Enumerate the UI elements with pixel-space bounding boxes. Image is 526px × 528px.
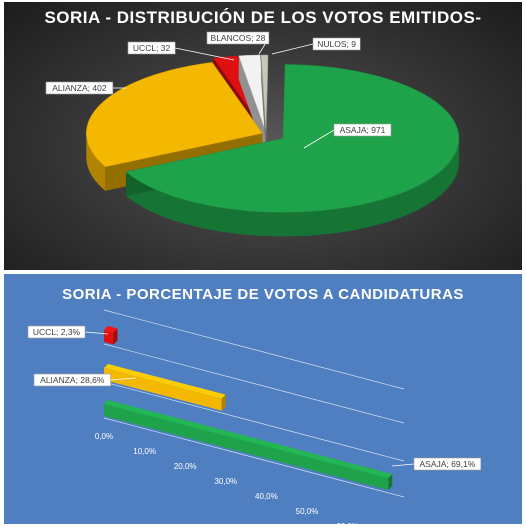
pie-data-label-blancos: BLANCOS; 28: [206, 31, 270, 45]
pie-data-label-asaja: ASAJA; 971: [333, 123, 392, 137]
bar-leader-line: [391, 463, 415, 467]
svg-text:ALIANZA; 402: ALIANZA; 402: [52, 83, 107, 93]
pie-slice-asaja: [125, 64, 460, 237]
x-tick-label: 0,0%: [95, 432, 113, 441]
bar-uccl: [104, 326, 118, 345]
pie-data-label-nulos: NULOS; 9: [312, 37, 361, 51]
bar-asaja: [104, 400, 393, 491]
svg-text:ALIANZA; 28,6%: ALIANZA; 28,6%: [40, 375, 105, 385]
x-tick-label: 30,0%: [214, 477, 237, 486]
bar-data-label-alianza: ALIANZA; 28,6%: [33, 373, 111, 387]
svg-text:ASAJA; 971: ASAJA; 971: [340, 125, 386, 135]
x-tick-label: 50,0%: [296, 507, 319, 516]
pie-data-label-uccl: UCCL; 32: [127, 41, 176, 55]
x-tick-label: 10,0%: [133, 447, 156, 456]
bar-chart: 0,0%10,0%20,0%30,0%40,0%50,0%60,0%70,0%U…: [27, 309, 482, 524]
pie-leader-line: [271, 43, 314, 55]
bar-gridline: [103, 417, 405, 498]
pie-chart-title: SORIA - DISTRIBUCIÓN DE LOS VOTOS EMITID…: [44, 8, 482, 27]
svg-text:ASAJA; 69,1%: ASAJA; 69,1%: [420, 459, 476, 469]
x-tick-label: 60,0%: [336, 522, 359, 524]
pie-leader-line: [175, 47, 235, 61]
svg-text:UCCL; 32: UCCL; 32: [133, 43, 171, 53]
bar-gridline: [103, 309, 405, 390]
bar-gridline: [103, 381, 405, 462]
x-tick-label: 20,0%: [174, 462, 197, 471]
bar-data-label-asaja: ASAJA; 69,1%: [413, 457, 482, 471]
pie-chart: ASAJA; 971 ALIANZA; 402 UCCL; 32 BLANCOS; 2…: [45, 31, 460, 237]
bar-chart-title: SORIA - PORCENTAJE DE VOTOS A CANDIDATUR…: [62, 286, 464, 303]
bar-alianza: [104, 364, 226, 411]
svg-text:UCCL; 2,3%: UCCL; 2,3%: [33, 327, 81, 337]
x-tick-label: 40,0%: [255, 492, 278, 501]
bar-gridline: [103, 343, 405, 424]
bar-chart-panel: SORIA - PORCENTAJE DE VOTOS A CANDIDATUR…: [4, 274, 522, 524]
bar-leader-line: [84, 331, 109, 335]
pie-chart-panel: SORIA - DISTRIBUCIÓN DE LOS VOTOS EMITID…: [4, 2, 522, 270]
bar-leader-line: [110, 377, 137, 381]
pie-data-label-alianza: ALIANZA; 402: [45, 81, 114, 95]
pie-slice-nulos: [260, 54, 269, 153]
svg-text:BLANCOS; 28: BLANCOS; 28: [211, 33, 266, 43]
svg-text:NULOS; 9: NULOS; 9: [317, 39, 356, 49]
bar-data-label-uccl: UCCL; 2,3%: [27, 325, 86, 339]
pie-leader-line: [303, 129, 335, 149]
